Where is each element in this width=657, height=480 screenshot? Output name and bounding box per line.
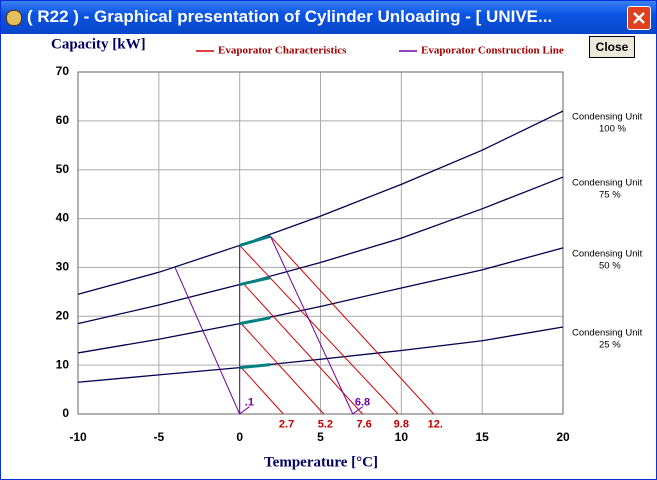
evaporator-line — [239, 245, 399, 415]
evaporator-line — [269, 235, 354, 415]
app-icon — [6, 10, 22, 26]
condensing-curve — [77, 176, 564, 325]
curve-label-sub: 25 % — [599, 340, 621, 351]
window-title: ( R22 ) - Graphical presentation of Cyli… — [27, 7, 553, 26]
x-tick-label: -10 — [69, 430, 87, 444]
annotation: 2.7 — [279, 419, 294, 431]
x-tick-label: 15 — [475, 430, 489, 444]
annotation: 12. — [428, 419, 443, 431]
condensing-curve — [77, 326, 564, 383]
highlight-segment — [239, 276, 271, 286]
y-tick-label: 30 — [56, 260, 70, 274]
y-tick-label: 10 — [56, 357, 70, 371]
curve-label-sub: 50 % — [599, 260, 621, 271]
legend-label: Evaporator Characteristics — [218, 45, 347, 57]
x-tick-label: 5 — [317, 430, 324, 444]
evaporator-line — [242, 282, 363, 415]
evaporator-line — [240, 323, 325, 415]
condensing-curve — [77, 110, 564, 295]
curve-label-sub: 75 % — [599, 190, 621, 201]
y-tick-label: 0 — [62, 406, 69, 420]
y-tick-label: 20 — [56, 308, 70, 322]
x-tick-label: -5 — [153, 430, 164, 444]
highlight-segment — [239, 316, 271, 326]
evaporator-line — [240, 367, 284, 415]
curve-label: Condensing Unit — [572, 112, 643, 123]
annotation: 5.2 — [318, 419, 333, 431]
condensing-curve — [77, 247, 564, 354]
x-tick-label: 0 — [236, 430, 243, 444]
close-button[interactable]: Close — [589, 36, 635, 58]
x-tick-label: 20 — [556, 430, 570, 444]
title-bar: ( R22 ) - Graphical presentation of Cyli… — [1, 1, 656, 34]
evaporator-line — [352, 406, 363, 415]
highlight-segment — [239, 363, 271, 370]
annotation: .1 — [245, 397, 254, 409]
x-tick-label: 10 — [395, 430, 409, 444]
curve-label: Condensing Unit — [572, 248, 643, 259]
y-tick-label: 70 — [56, 64, 70, 78]
curve-label: Condensing Unit — [572, 178, 643, 189]
close-x[interactable] — [627, 6, 651, 30]
evaporator-line — [239, 406, 250, 415]
annotation: 9.8 — [394, 419, 409, 431]
chart: 0 10 20 30 40 50 60 70 -10 -5 0 5 10 15 20 Capacity [kW… — [51, 36, 643, 470]
evaporator-line — [270, 235, 435, 415]
legend-label: Evaporator Construction Line — [421, 45, 564, 57]
curve-label: Condensing Unit — [572, 328, 643, 339]
y-axis-label: Capacity [kW] — [51, 36, 146, 52]
y-tick-label: 50 — [56, 162, 70, 176]
curve-label-sub: 100 % — [599, 124, 626, 135]
annotation: 7.6 — [357, 419, 372, 431]
x-axis-label: Temperature [°C] — [264, 454, 378, 470]
evaporator-line — [174, 267, 241, 415]
y-tick-label: 40 — [56, 211, 70, 225]
highlight-segment — [239, 234, 271, 247]
y-tick-label: 60 — [56, 113, 70, 127]
plot-frame — [77, 71, 564, 415]
annotation: 6.8 — [355, 397, 370, 409]
